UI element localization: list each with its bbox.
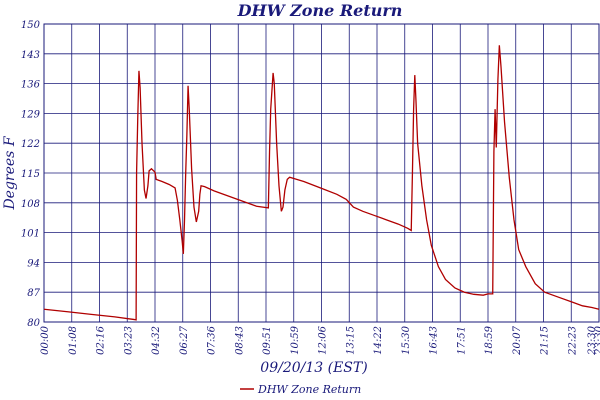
- x-tick-label: 03:23: [123, 326, 134, 355]
- x-tick-label: 16:43: [429, 326, 440, 355]
- x-tick-label: 18:59: [484, 325, 495, 354]
- x-axis-label: 09/20/13 (EST): [260, 360, 367, 376]
- y-tick-label: 150: [21, 20, 41, 31]
- x-tick-label: 08:43: [234, 326, 245, 355]
- chart-title: DHW Zone Return: [237, 1, 403, 20]
- x-tick-label: 09:51: [262, 326, 273, 355]
- y-tick-labels: 80 87 94 101 108 115 122 129 136 143 150: [21, 20, 41, 329]
- x-tick-label: 23:30: [594, 325, 600, 355]
- y-tick-label: 129: [21, 109, 41, 120]
- y-tick-label: 143: [21, 50, 40, 61]
- x-tick-label: 15:30: [401, 325, 412, 354]
- y-tick-label: 87: [27, 288, 40, 299]
- x-tick-label: 22:23: [567, 326, 578, 356]
- chart-grid: [43, 23, 600, 323]
- x-tick-label: 13:15: [345, 326, 356, 355]
- y-axis-label: Degrees F: [2, 135, 18, 210]
- x-tick-label: 10:59: [290, 325, 301, 354]
- y-tick-label: 136: [21, 80, 41, 91]
- y-tick-label: 122: [21, 139, 40, 150]
- x-tick-label: 04:32: [151, 326, 162, 355]
- y-tick-label: 115: [21, 169, 40, 180]
- x-tick-label: 14:22: [373, 326, 384, 355]
- x-tick-label: 17:51: [456, 326, 467, 355]
- x-tick-label: 00:00: [40, 325, 51, 354]
- y-tick-label: 80: [27, 318, 40, 329]
- series-line-dhw-zone-return: [43, 45, 600, 321]
- plot-frame: [43, 23, 600, 323]
- x-tick-label: 12:06: [318, 325, 329, 354]
- y-tick-label: 94: [27, 258, 40, 269]
- x-tick-label: 23:30: [587, 325, 598, 355]
- x-tick-label: 06:27: [179, 325, 190, 354]
- y-tick-label: 101: [21, 229, 40, 240]
- legend-label: DHW Zone Return: [257, 383, 361, 396]
- x-tick-label: 07:36: [207, 325, 218, 354]
- x-tick-label: 21:15: [540, 326, 551, 356]
- x-tick-label: 02:16: [96, 325, 107, 354]
- x-tick-labels: 00:00 01:08 02:16 03:23 04:32 06:27 07:36 08:43…: [40, 325, 600, 355]
- y-tick-label: 108: [21, 199, 40, 210]
- x-tick-label: 20:07: [512, 325, 523, 355]
- x-tick-label: 01:08: [68, 326, 79, 355]
